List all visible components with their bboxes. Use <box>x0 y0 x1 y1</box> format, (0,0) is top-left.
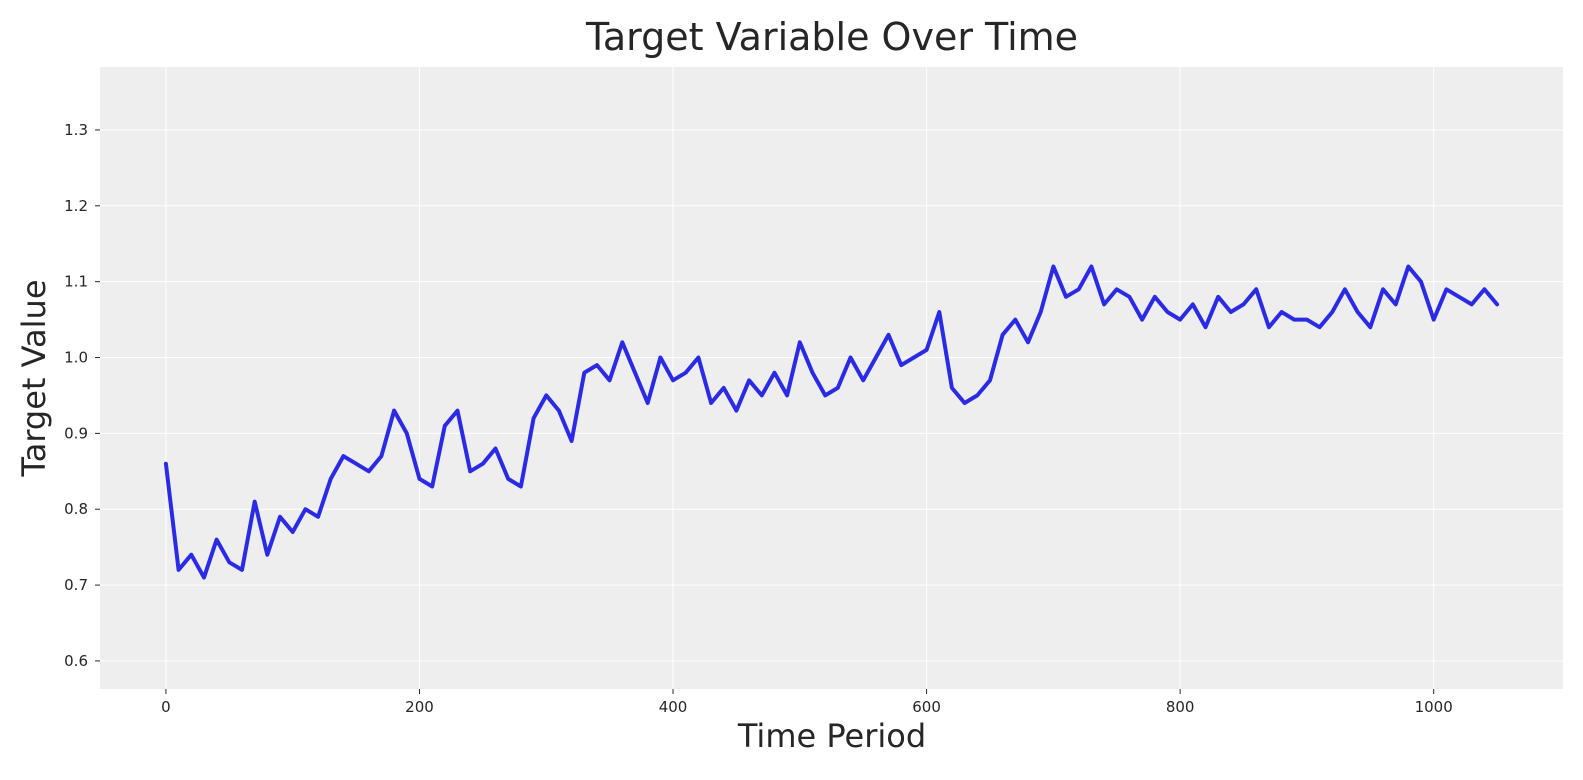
x-tick-label: 800 <box>1166 698 1195 716</box>
y-tick-label: 1.1 <box>64 273 88 291</box>
y-tick-label: 0.8 <box>64 500 88 518</box>
x-tick-label: 0 <box>161 698 171 716</box>
x-tick-label: 200 <box>405 698 434 716</box>
y-axis-label: Target Value <box>15 279 53 477</box>
y-tick-label: 1.2 <box>64 197 88 215</box>
plot-area <box>100 67 1563 689</box>
y-tick-label: 1.3 <box>64 121 88 139</box>
y-tick-label: 1.0 <box>64 349 88 367</box>
x-tick-label: 1000 <box>1415 698 1453 716</box>
y-tick-label: 0.9 <box>64 424 88 442</box>
series-line <box>163 264 1500 580</box>
chart-title: Target Variable Over Time <box>585 15 1078 59</box>
x-tick-label: 600 <box>912 698 941 716</box>
axis-ticks: 0 200 400 600 800 1000 0.6 0.7 0.8 0.9 1.0 1.1 1.2 1.… <box>64 121 1453 716</box>
y-tick-label: 0.6 <box>64 652 88 670</box>
x-tick-label: 400 <box>659 698 688 716</box>
x-axis-label: Time Period <box>737 717 926 755</box>
grid <box>100 67 1563 689</box>
series-layer <box>163 264 1500 580</box>
y-tick-label: 0.7 <box>64 576 88 594</box>
